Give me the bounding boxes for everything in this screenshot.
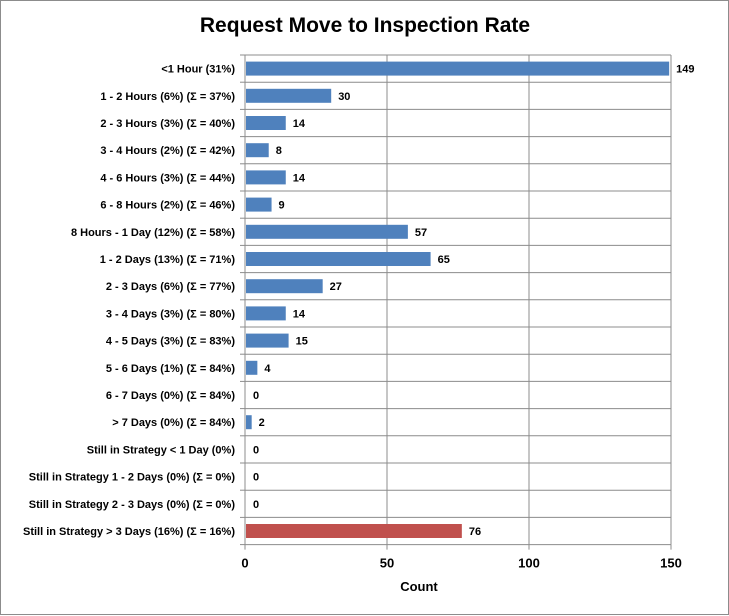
- category-label: 3 - 4 Hours (2%) (Σ = 42%): [100, 145, 235, 157]
- bar: [246, 88, 332, 103]
- bar: [246, 360, 258, 375]
- category-label: 5 - 6 Days (1%) (Σ = 84%): [106, 363, 236, 375]
- value-label: 8: [276, 145, 282, 157]
- category-label: 1 - 2 Days (13%) (Σ = 71%): [100, 254, 236, 266]
- bar: [246, 415, 252, 430]
- category-label: 8 Hours - 1 Day (12%) (Σ = 58%): [71, 227, 235, 239]
- category-label: 6 - 7 Days (0%) (Σ = 84%): [106, 390, 236, 402]
- category-label: Still in Strategy < 1 Day (0%): [87, 444, 236, 456]
- value-label: 57: [415, 227, 427, 239]
- value-label: 14: [293, 172, 306, 184]
- category-label: Still in Strategy 1 - 2 Days (0%) (Σ = 0…: [29, 472, 236, 484]
- bar: [246, 306, 286, 321]
- value-label: 76: [469, 526, 481, 538]
- category-labels: <1 Hour (31%) 1 - 2 Hours (6%) (Σ = 37%) 2…: [23, 64, 235, 538]
- bars: [246, 61, 670, 538]
- category-label: 2 - 3 Days (6%) (Σ = 77%): [106, 281, 236, 293]
- category-label: Still in Strategy > 3 Days (16%) (Σ = 16…: [23, 526, 235, 538]
- value-label: 4: [264, 363, 271, 375]
- x-tick-label: 50: [380, 556, 394, 571]
- value-label: 27: [330, 281, 342, 293]
- category-label: 4 - 6 Hours (3%) (Σ = 44%): [100, 172, 235, 184]
- grid-lines: [240, 54, 672, 550]
- bar: [246, 61, 670, 76]
- x-tick-label: 100: [518, 556, 540, 571]
- bar: [246, 116, 286, 130]
- x-tick-label: 150: [660, 556, 682, 571]
- value-label: 30: [338, 91, 350, 103]
- value-label: 65: [438, 254, 450, 266]
- value-label: 0: [253, 472, 259, 484]
- category-label: 2 - 3 Hours (3%) (Σ = 40%): [100, 118, 235, 130]
- value-label: 2: [259, 417, 265, 429]
- x-axis-title: Count: [400, 579, 438, 594]
- value-label: 0: [253, 499, 259, 511]
- value-label: 0: [253, 390, 259, 402]
- category-label: 1 - 2 Hours (6%) (Σ = 37%): [100, 91, 235, 103]
- bar: [246, 333, 289, 348]
- bar: [246, 197, 272, 212]
- category-label: Still in Strategy 2 - 3 Days (0%) (Σ = 0…: [29, 499, 236, 511]
- category-label: 6 - 8 Hours (2%) (Σ = 46%): [100, 200, 235, 212]
- bar: [246, 524, 462, 538]
- bar: [246, 143, 269, 158]
- x-tick-labels: 0 50 100 150: [241, 556, 681, 571]
- value-label: 15: [296, 336, 308, 348]
- value-label: 14: [293, 308, 306, 320]
- x-tick-label: 0: [241, 556, 248, 571]
- category-label: <1 Hour (31%): [161, 64, 235, 76]
- category-label: 4 - 5 Days (3%) (Σ = 83%): [106, 336, 236, 348]
- value-label: 0: [253, 444, 259, 456]
- category-label: 3 - 4 Days (3%) (Σ = 80%): [106, 308, 236, 320]
- value-label: 14: [293, 118, 306, 130]
- value-label: 9: [279, 200, 285, 212]
- bar: [246, 252, 431, 266]
- chart-title: Request Move to Inspection Rate: [200, 14, 530, 37]
- value-label: 149: [676, 64, 694, 76]
- bar: [246, 279, 323, 294]
- bar: [246, 224, 408, 239]
- category-label: > 7 Days (0%) (Σ = 84%): [112, 417, 235, 429]
- bar: [246, 170, 286, 185]
